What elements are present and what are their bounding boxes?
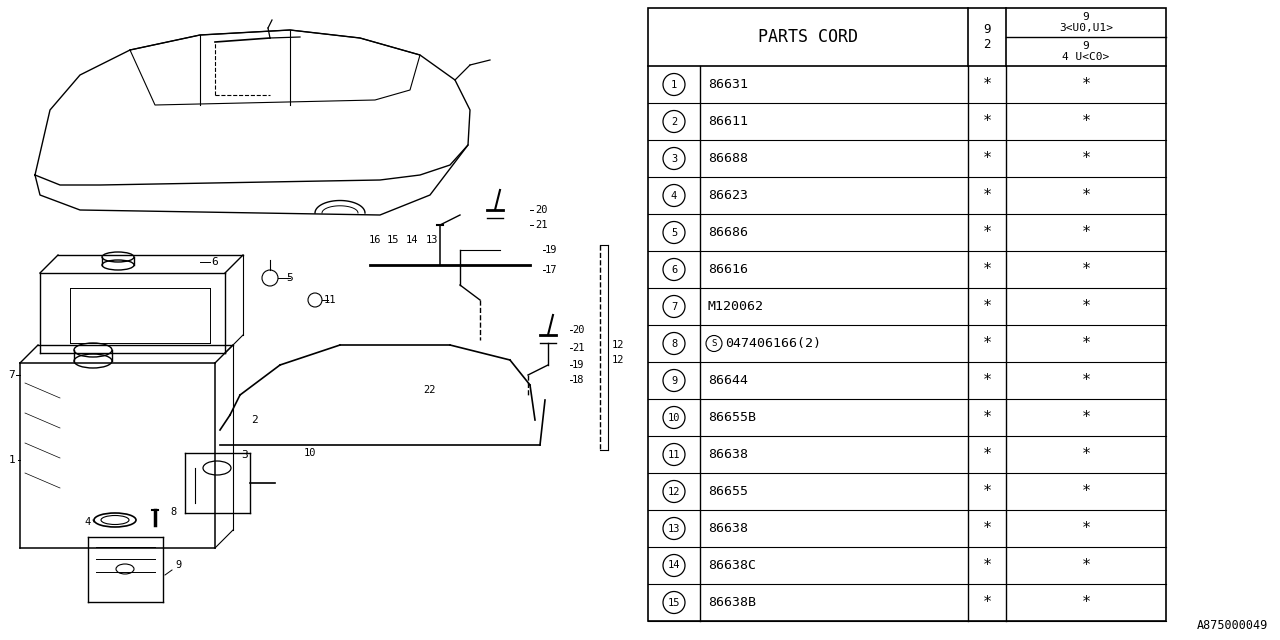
Text: *: * [983,188,992,203]
Text: 86638: 86638 [708,448,748,461]
Text: 047406166(2): 047406166(2) [724,337,820,350]
Text: S: S [712,339,717,348]
Text: 6: 6 [671,264,677,275]
Text: 86638: 86638 [708,522,748,535]
Text: *: * [1082,558,1091,573]
Text: *: * [983,447,992,462]
Text: 2: 2 [252,415,259,425]
Text: *: * [983,595,992,610]
Text: *: * [1082,521,1091,536]
Text: 86655: 86655 [708,485,748,498]
Text: 7: 7 [671,301,677,312]
Text: *: * [983,225,992,240]
Text: 10: 10 [668,413,680,422]
Text: 16: 16 [369,235,381,245]
Text: 12: 12 [612,340,625,350]
Text: 86611: 86611 [708,115,748,128]
Text: *: * [1082,447,1091,462]
Text: *: * [1082,114,1091,129]
Text: 3: 3 [671,154,677,163]
Text: *: * [1082,484,1091,499]
Text: *: * [1082,188,1091,203]
Bar [648,8,1166,621]
Text: *: * [1082,336,1091,351]
Text: 86644: 86644 [708,374,748,387]
Text: *: * [983,151,992,166]
Text: 20: 20 [572,325,585,335]
Text: 15: 15 [387,235,399,245]
Text: *: * [983,521,992,536]
Text: 2: 2 [671,116,677,127]
Text: 15: 15 [668,598,680,607]
Text: 9
3<U0,U1>: 9 3<U0,U1> [1059,12,1114,33]
Text: 9: 9 [671,376,677,385]
Text: 9
4 U<C0>: 9 4 U<C0> [1062,41,1110,62]
Text: 11: 11 [668,449,680,460]
Text: 86638B: 86638B [708,596,756,609]
Text: 3: 3 [242,450,248,460]
Text: 13: 13 [668,524,680,534]
Text: *: * [983,77,992,92]
Text: 10: 10 [303,448,316,458]
Text: 86638C: 86638C [708,559,756,572]
Text: 1: 1 [671,79,677,90]
Text: 86631: 86631 [708,78,748,91]
Text: 4: 4 [671,191,677,200]
Text: 22: 22 [424,385,436,395]
Text: 1: 1 [9,455,15,465]
Text: 5: 5 [287,273,293,283]
Text: 14: 14 [406,235,419,245]
Text: *: * [1082,299,1091,314]
Text: *: * [1082,225,1091,240]
Text: *: * [1082,410,1091,425]
Text: *: * [1082,373,1091,388]
Text: *: * [983,410,992,425]
Text: 12: 12 [612,355,625,365]
Text: 21: 21 [572,343,585,353]
Text: 9
2: 9 2 [983,23,991,51]
Text: 17: 17 [545,265,558,275]
Text: 4: 4 [84,517,91,527]
Text: 86686: 86686 [708,226,748,239]
Text: 86688: 86688 [708,152,748,165]
Text: *: * [983,262,992,277]
Text: 8: 8 [671,339,677,349]
Text: *: * [1082,595,1091,610]
Text: 86655B: 86655B [708,411,756,424]
Text: 86623: 86623 [708,189,748,202]
Text: 7: 7 [9,370,15,380]
Text: A875000049: A875000049 [1197,619,1268,632]
Text: *: * [983,484,992,499]
Text: 21: 21 [535,220,548,230]
Text: M120062: M120062 [708,300,764,313]
Text: 19: 19 [572,360,585,370]
Text: *: * [1082,151,1091,166]
Text: *: * [1082,262,1091,277]
Text: 13: 13 [426,235,438,245]
Text: 19: 19 [545,245,558,255]
Text: 86616: 86616 [708,263,748,276]
Text: *: * [983,114,992,129]
Text: 20: 20 [535,205,548,215]
Text: *: * [983,336,992,351]
Text: 9: 9 [175,560,182,570]
Text: *: * [1082,77,1091,92]
Text: 18: 18 [572,375,585,385]
Text: *: * [983,373,992,388]
Text: 5: 5 [671,227,677,237]
Text: 14: 14 [668,561,680,570]
Text: 8: 8 [170,507,177,517]
Text: *: * [983,558,992,573]
Text: *: * [983,299,992,314]
Text: PARTS CORD: PARTS CORD [758,28,858,46]
Text: 11: 11 [324,295,337,305]
Text: 6: 6 [211,257,219,267]
Text: 12: 12 [668,486,680,497]
